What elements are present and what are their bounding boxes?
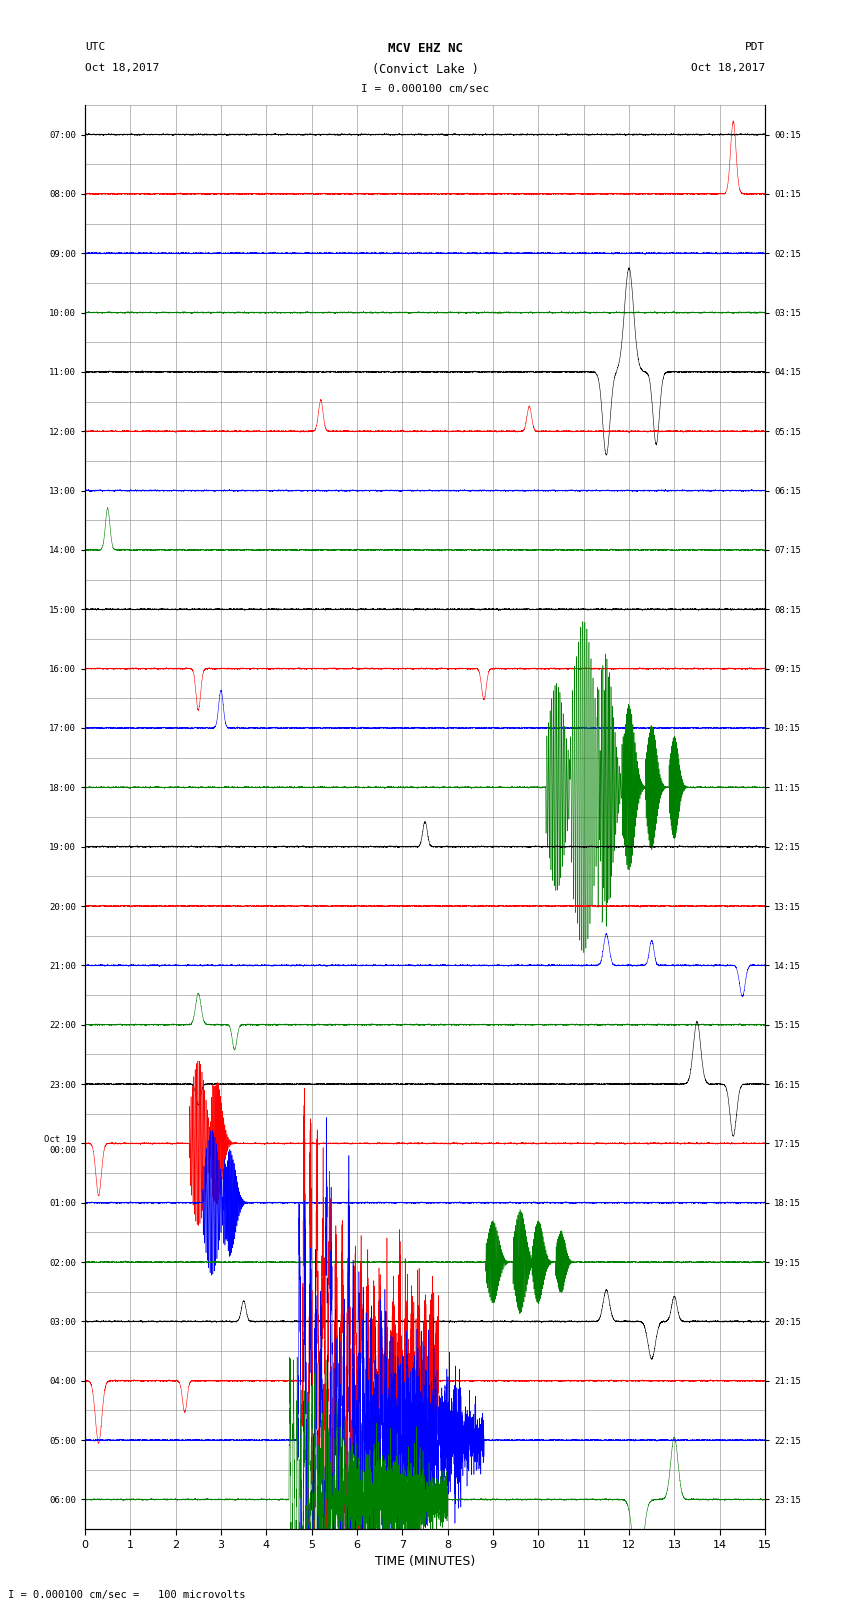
Text: Oct 18,2017: Oct 18,2017: [691, 63, 765, 73]
Text: PDT: PDT: [745, 42, 765, 52]
Text: (Convict Lake ): (Convict Lake ): [371, 63, 479, 76]
Text: MCV EHZ NC: MCV EHZ NC: [388, 42, 462, 55]
Text: I = 0.000100 cm/sec =   100 microvolts: I = 0.000100 cm/sec = 100 microvolts: [8, 1590, 246, 1600]
X-axis label: TIME (MINUTES): TIME (MINUTES): [375, 1555, 475, 1568]
Text: I = 0.000100 cm/sec: I = 0.000100 cm/sec: [361, 84, 489, 94]
Text: UTC: UTC: [85, 42, 105, 52]
Text: Oct 18,2017: Oct 18,2017: [85, 63, 159, 73]
